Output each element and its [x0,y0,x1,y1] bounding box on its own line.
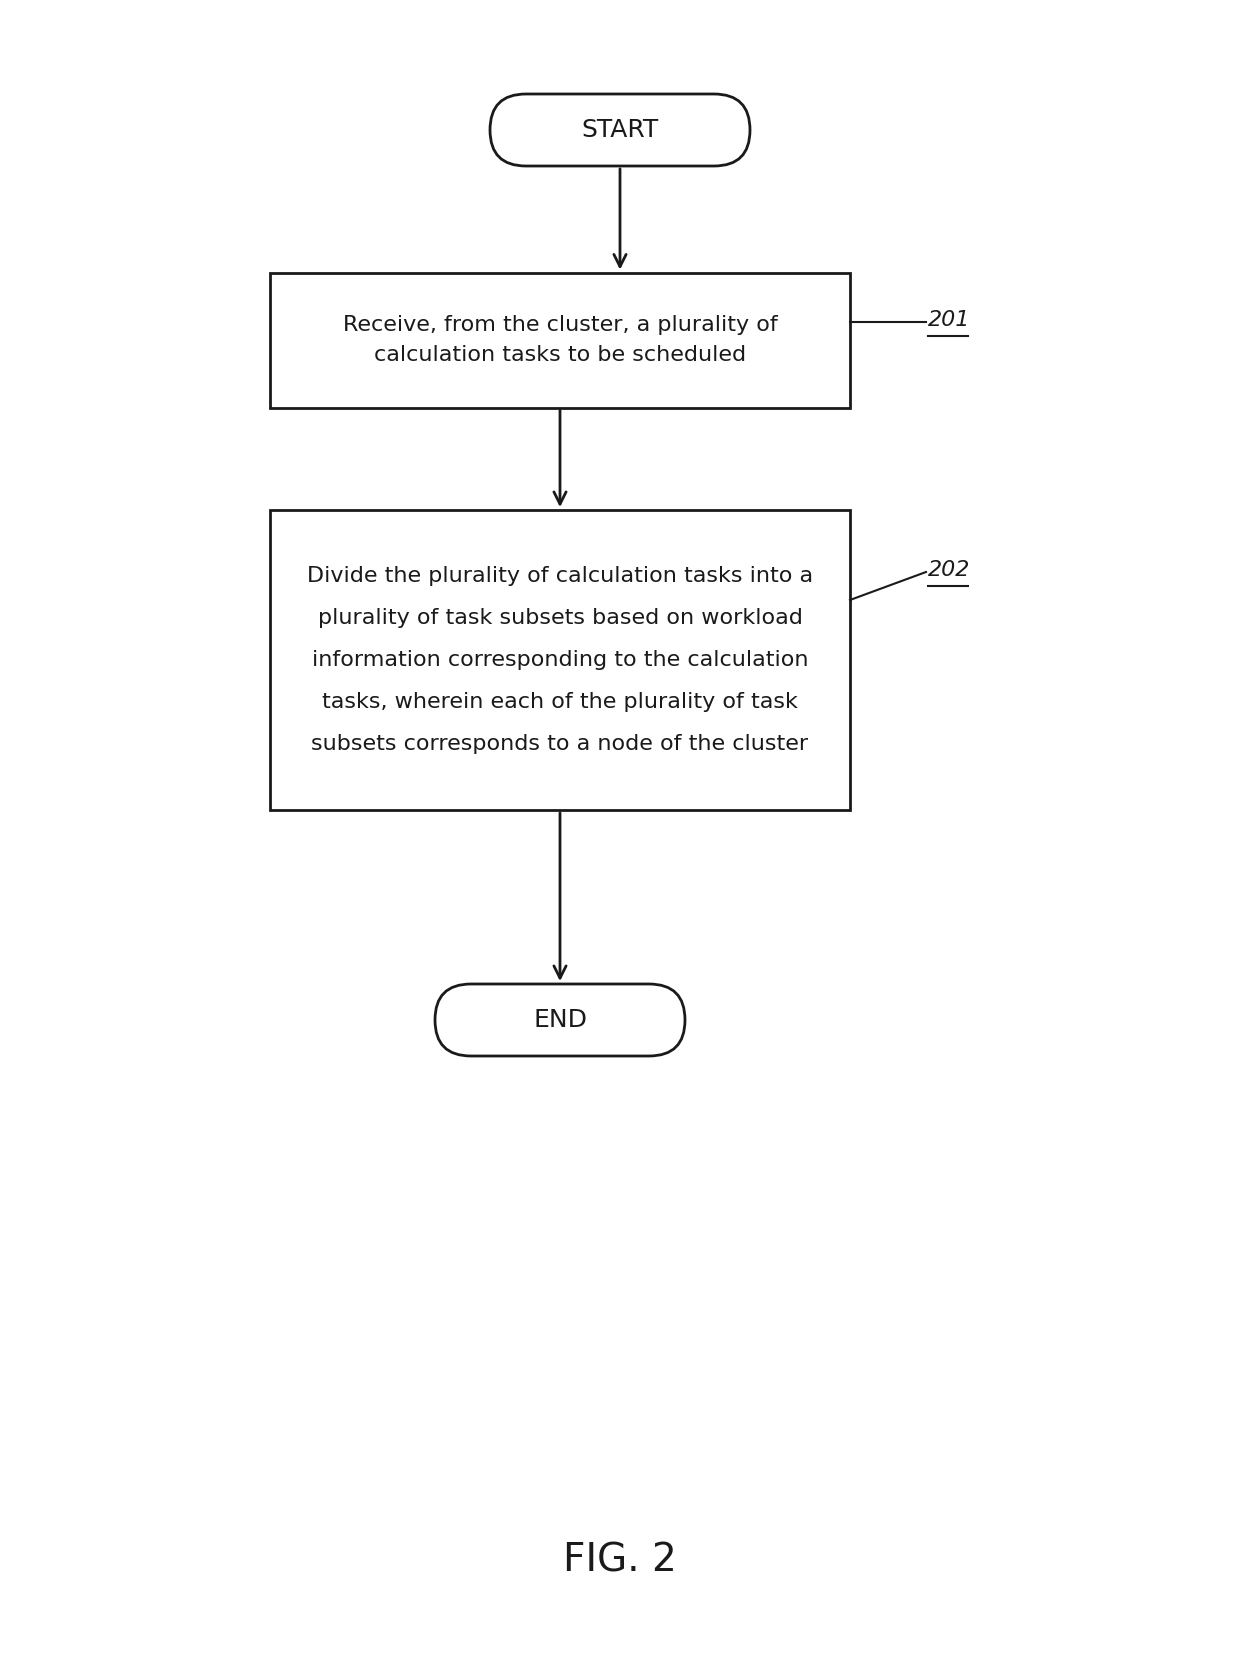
Text: Divide the plurality of calculation tasks into a: Divide the plurality of calculation task… [308,567,813,585]
Text: plurality of task subsets based on workload: plurality of task subsets based on workl… [317,609,802,627]
Text: subsets corresponds to a node of the cluster: subsets corresponds to a node of the clu… [311,735,808,755]
Text: 202: 202 [928,560,971,580]
FancyBboxPatch shape [435,984,684,1057]
Text: START: START [582,117,658,143]
Text: FIG. 2: FIG. 2 [563,1541,677,1580]
Text: 201: 201 [928,310,971,330]
Text: Receive, from the cluster, a plurality of: Receive, from the cluster, a plurality o… [342,315,777,335]
Text: tasks, wherein each of the plurality of task: tasks, wherein each of the plurality of … [322,693,797,713]
Bar [270,510,849,810]
Text: END: END [533,1008,587,1031]
FancyBboxPatch shape [490,94,750,166]
Text: information corresponding to the calculation: information corresponding to the calcula… [311,651,808,671]
Text: calculation tasks to be scheduled: calculation tasks to be scheduled [374,345,746,366]
Bar [270,272,849,408]
